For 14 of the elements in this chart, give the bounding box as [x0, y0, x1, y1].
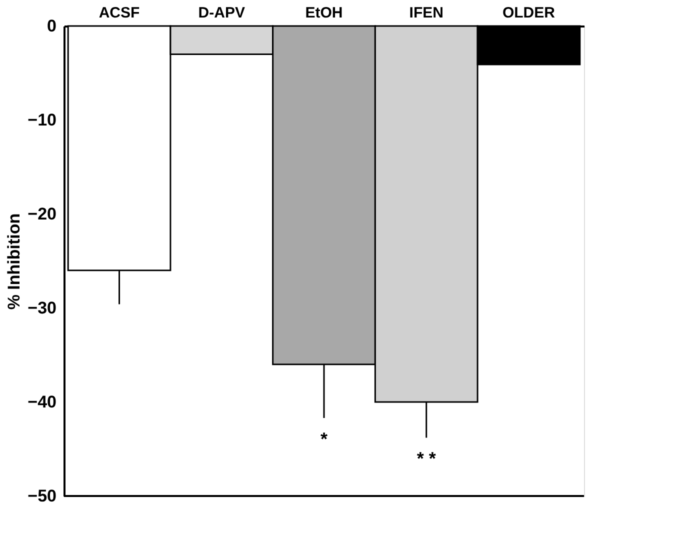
annotation: * *	[416, 448, 436, 469]
x-tick-label: EtOH	[305, 4, 343, 22]
y-tick-label: −50	[28, 486, 56, 506]
y-tick-label: 0	[47, 16, 56, 36]
x-tick-label: D-APV	[198, 4, 245, 22]
annotation: *	[320, 428, 328, 449]
x-tick-label: ACSF	[98, 4, 140, 22]
y-tick-label: −20	[28, 204, 56, 224]
x-tick-label: OLDER	[502, 4, 556, 22]
y-axis-title: % Inhibition	[4, 213, 24, 310]
y-tick-label: −10	[28, 110, 56, 130]
y-tick-label: −30	[28, 298, 56, 318]
y-tick-label: −40	[28, 392, 56, 412]
x-tick-label: IFEN	[409, 4, 444, 22]
